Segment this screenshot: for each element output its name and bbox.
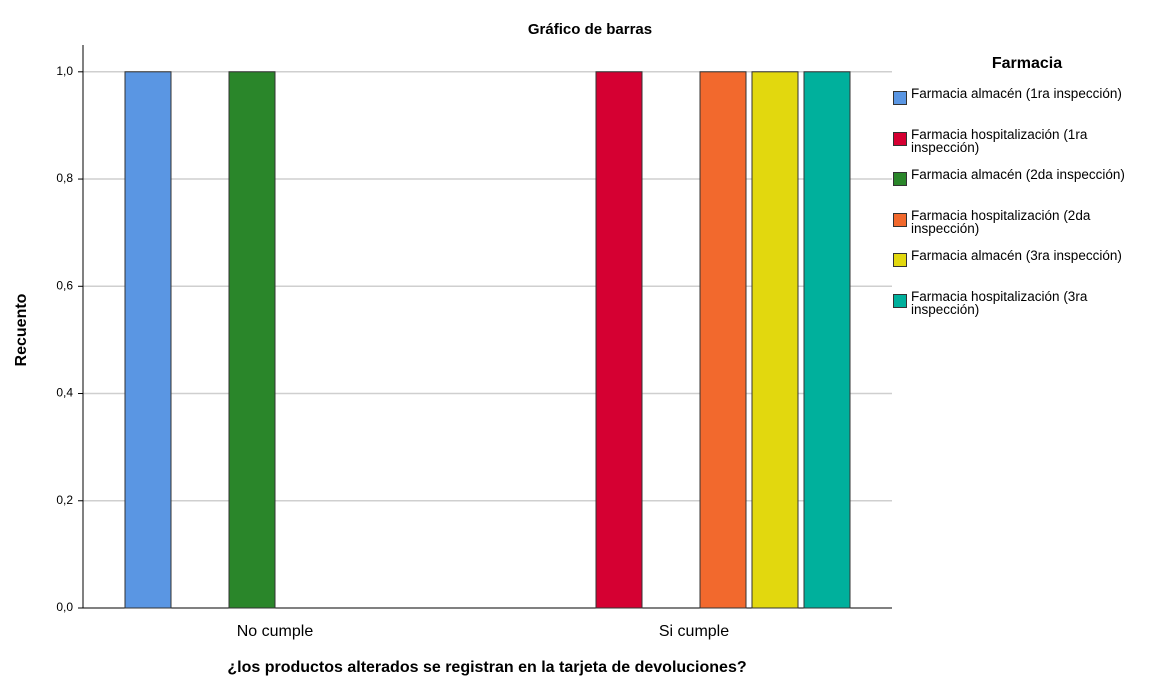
y-axis-label: Recuento [13, 293, 30, 366]
legend-swatch [893, 253, 907, 267]
legend-item: Farmacia hospitalización (2da inspección… [893, 207, 1161, 250]
legend: Farmacia Farmacia almacén (1ra inspecció… [893, 55, 1161, 330]
chart-title: Gráfico de barras [528, 21, 652, 38]
y-tick-label: 0,0 [56, 600, 73, 614]
legend-label: Farmacia almacén (1ra inspección) [911, 86, 1122, 101]
legend-label: Farmacia almacén (2da inspección) [911, 167, 1125, 182]
bar [595, 71, 643, 609]
x-tick-label: Si cumple [659, 623, 729, 640]
bar [803, 71, 851, 609]
bar [124, 71, 172, 609]
y-tick-label: 0,4 [56, 386, 73, 400]
legend-swatch [893, 212, 907, 227]
legend-item: Farmacia hospitalización (3ra inspección… [893, 288, 1161, 331]
bar [751, 71, 799, 609]
legend-label: Farmacia hospitalización (3ra inspección… [911, 288, 1088, 317]
legend-item: Farmacia almacén (1ra inspección) [893, 87, 1161, 128]
legend-item: Farmacia almacén (3ra inspección) [893, 249, 1161, 290]
legend-label: Farmacia hospitalización (1ra inspección… [911, 126, 1088, 155]
bar [699, 71, 747, 609]
y-tick-label: 0,6 [56, 278, 73, 292]
legend-item: Farmacia almacén (2da inspección) [893, 168, 1161, 209]
legend-swatch [893, 91, 907, 105]
y-tick-label: 0,2 [56, 493, 73, 507]
legend-swatch [893, 293, 907, 308]
legend-item: Farmacia hospitalización (1ra inspección… [893, 126, 1161, 169]
y-tick-label: 1,0 [56, 64, 73, 78]
bar [228, 71, 276, 609]
x-tick-label: No cumple [237, 623, 314, 640]
y-tick-label: 0,8 [56, 171, 73, 185]
legend-swatch [893, 131, 907, 146]
legend-swatch [893, 172, 907, 186]
legend-label: Farmacia almacén (3ra inspección) [911, 248, 1122, 263]
legend-label: Farmacia hospitalización (2da inspección… [911, 207, 1091, 236]
x-axis-label: ¿los productos alterados se registran en… [227, 659, 746, 676]
legend-title: Farmacia [991, 55, 1063, 72]
